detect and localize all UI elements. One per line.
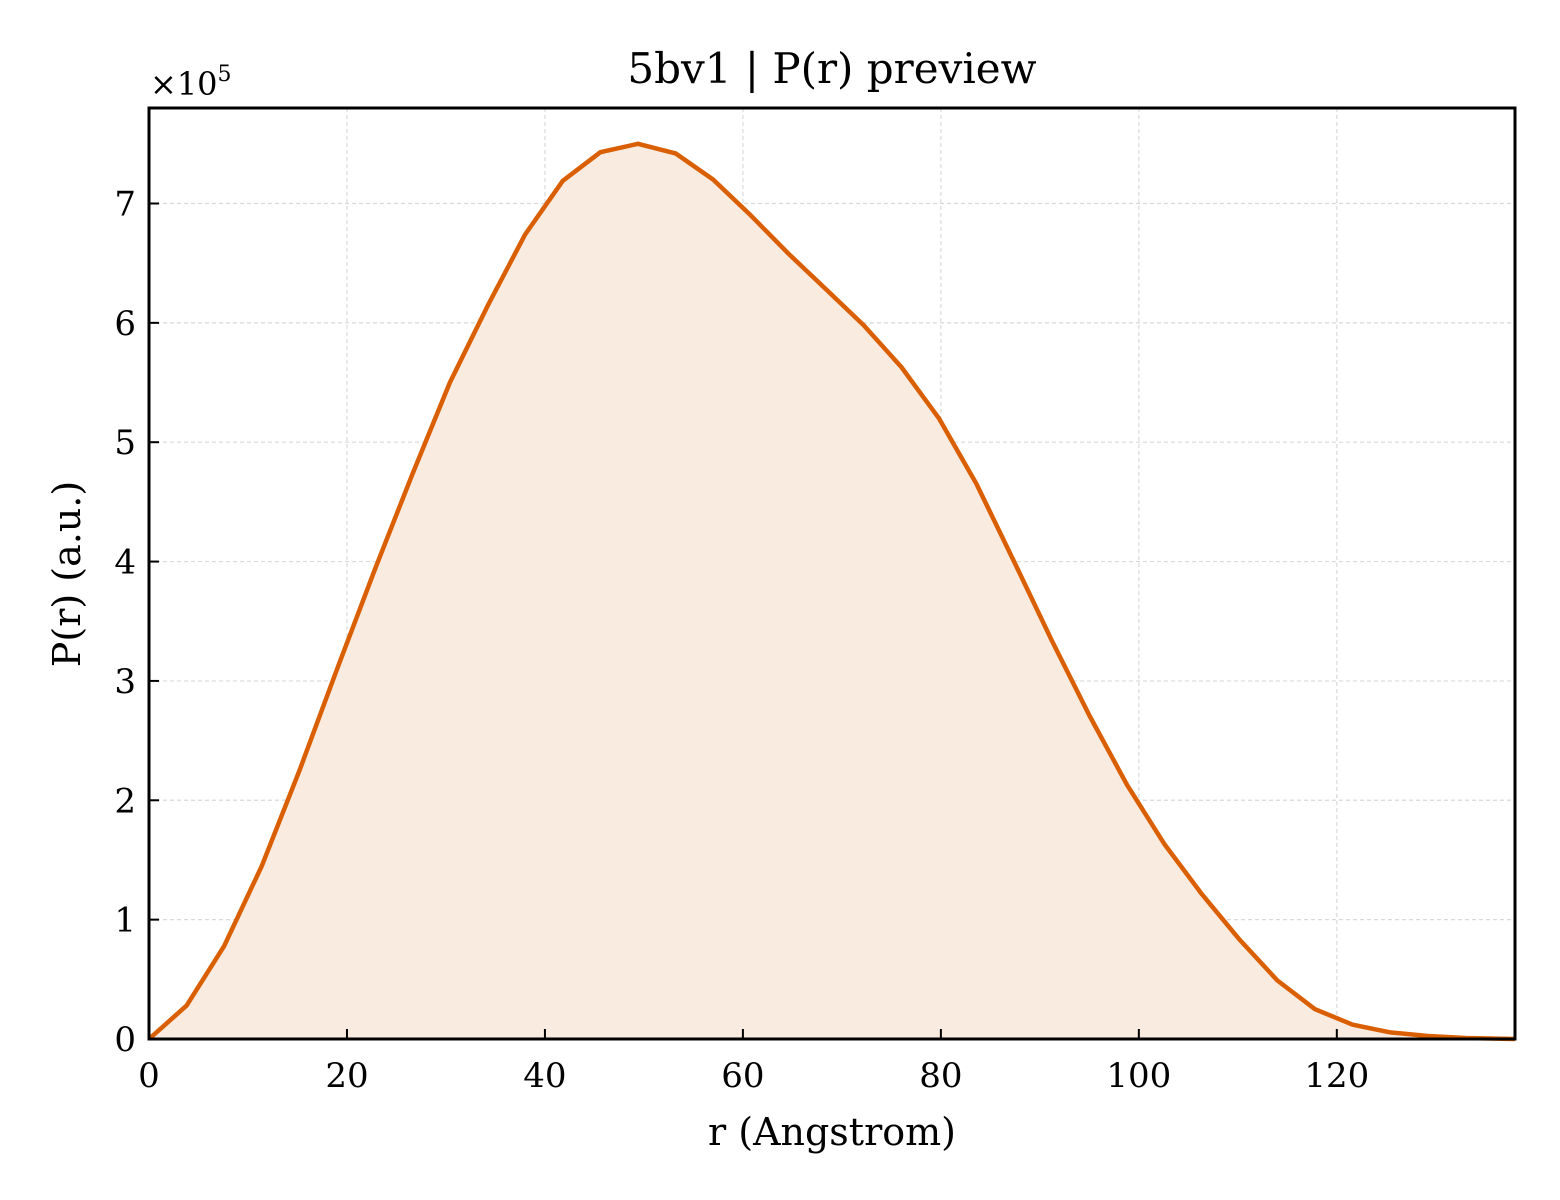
chart-title: 5bv1 | P(r) preview — [627, 44, 1036, 93]
y-tick-label: 7 — [114, 184, 136, 224]
x-tick-label: 100 — [1106, 1056, 1171, 1096]
y-tick-label: 1 — [114, 901, 136, 941]
x-tick-label: 20 — [325, 1056, 368, 1096]
pr-area-fill — [149, 143, 1515, 1040]
y-offset-exponent: 5 — [218, 62, 232, 87]
y-tick-label: 3 — [114, 662, 136, 702]
y-axis-scale-offset: ×105 — [150, 62, 232, 103]
x-tick-label: 120 — [1304, 1056, 1369, 1096]
x-axis-ticks: 0 20 40 60 80 100 120 — [138, 1029, 1369, 1096]
x-axis-label: r (Angstrom) — [708, 1110, 956, 1154]
y-tick-label: 5 — [114, 423, 136, 463]
x-tick-label: 0 — [138, 1056, 160, 1096]
y-axis-ticks: 0 1 2 3 4 5 6 7 — [114, 184, 159, 1060]
y-tick-label: 0 — [114, 1020, 136, 1060]
x-tick-label: 60 — [721, 1056, 764, 1096]
y-tick-label: 4 — [114, 543, 136, 583]
y-tick-label: 6 — [114, 304, 136, 344]
y-tick-label: 2 — [114, 781, 136, 821]
plot-frame — [147, 106, 1517, 1041]
y-offset-base: ×10 — [150, 65, 218, 103]
x-tick-label: 40 — [523, 1056, 566, 1096]
y-axis-label: P(r) (a.u.) — [45, 481, 89, 667]
pr-series-line — [147, 141, 1516, 1042]
x-tick-label: 80 — [919, 1056, 962, 1096]
